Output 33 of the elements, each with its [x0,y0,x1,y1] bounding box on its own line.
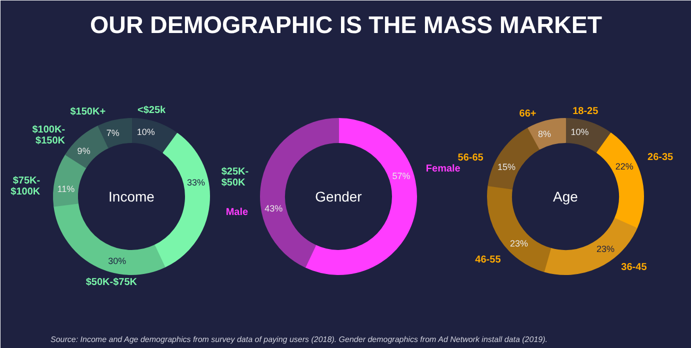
slice-label: $25K- $50K [221,166,249,189]
slice-label: Male [226,207,249,218]
slice-label: <$25k [138,105,166,116]
data-label: 10% [570,127,589,138]
data-label: 10% [136,127,155,138]
data-label: 15% [498,162,516,172]
slice-label: $150K+ [70,106,106,118]
slice-label: 18-25 [572,106,599,118]
text: Gender [315,188,362,204]
data-label: 8% [538,128,552,139]
data-label: 11% [57,184,75,194]
text: OUR DEMOGRAPHIC IS THE MASS MARKET [90,12,602,39]
slice-label: $75K- $100K [10,175,41,198]
text: Income [108,188,155,204]
data-label: 22% [615,162,634,172]
data-label: 57% [392,170,410,181]
source-note: Source: Income and Age demographics from survey data of paying users (2018). Gender demographics from Ad Network install data (2019). [50,335,548,344]
slice-label: 66+ [519,108,536,120]
slice-label: 26-35 [648,152,674,164]
slice-label: 46-55 [475,254,502,266]
data-label: 9% [77,146,90,156]
data-label: 43% [264,204,283,214]
slice-label: Female [426,164,461,175]
slice-label: $50K-$75K [86,276,138,288]
data-label: 33% [186,177,205,188]
slice-label: 56-65 [458,152,484,164]
data-label: 23% [596,244,614,254]
data-label: 7% [106,128,120,138]
data-label: 30% [108,256,126,266]
slice-label: $100K- $150K [32,124,66,147]
slice-label: 36-45 [621,262,648,274]
data-label: 23% [510,238,528,248]
text: Age [553,188,578,204]
